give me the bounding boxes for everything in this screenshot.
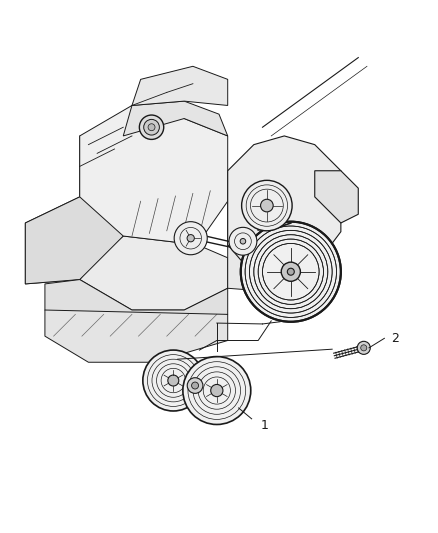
Circle shape	[240, 238, 246, 244]
Circle shape	[187, 378, 203, 393]
Circle shape	[139, 115, 164, 140]
Text: 2: 2	[391, 332, 399, 345]
Circle shape	[287, 268, 294, 275]
Polygon shape	[228, 171, 315, 293]
Circle shape	[361, 345, 367, 351]
Circle shape	[211, 384, 223, 397]
Circle shape	[242, 180, 292, 231]
Circle shape	[148, 124, 155, 131]
Circle shape	[187, 235, 194, 242]
Circle shape	[174, 222, 207, 255]
Polygon shape	[80, 106, 228, 245]
Polygon shape	[315, 171, 358, 223]
Circle shape	[144, 119, 159, 135]
Polygon shape	[25, 197, 123, 284]
Circle shape	[229, 228, 257, 255]
Polygon shape	[45, 279, 228, 336]
Circle shape	[261, 199, 273, 212]
Polygon shape	[123, 101, 228, 136]
Circle shape	[357, 341, 370, 354]
Circle shape	[183, 357, 251, 424]
Circle shape	[281, 262, 300, 281]
Text: 1: 1	[260, 419, 268, 432]
Circle shape	[241, 222, 341, 322]
Polygon shape	[132, 66, 228, 106]
Polygon shape	[25, 136, 123, 284]
Circle shape	[143, 350, 204, 411]
Polygon shape	[45, 310, 228, 362]
Polygon shape	[80, 236, 228, 310]
Polygon shape	[228, 136, 341, 293]
Circle shape	[191, 382, 198, 389]
Circle shape	[168, 375, 179, 386]
